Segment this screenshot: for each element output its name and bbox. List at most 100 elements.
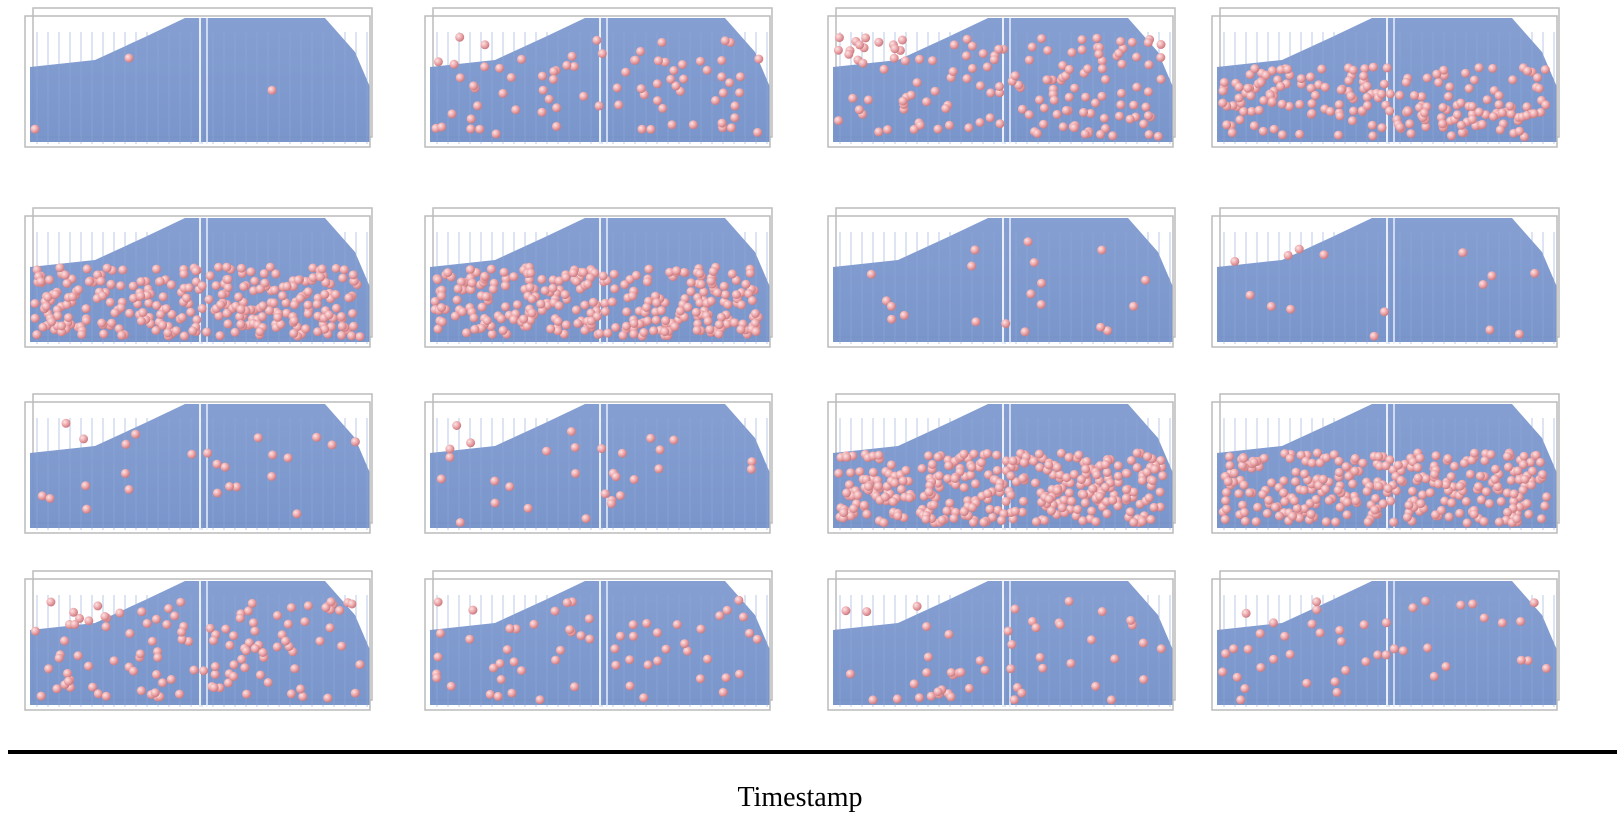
lidar-point [156,277,165,286]
lidar-point [1363,93,1372,102]
lidar-point [696,674,705,683]
lidar-point [121,469,130,478]
lidar-point [1101,75,1110,84]
lidar-point [1523,499,1532,508]
lidar-point [1246,291,1255,300]
lidar-point [1157,75,1166,84]
lidar-point [737,325,746,334]
lidar-point [513,300,522,309]
lidar-point [1507,109,1516,118]
lidar-point [1475,63,1484,72]
lidar-point [707,277,716,286]
lidar-point [1373,650,1382,659]
lidar-point [689,120,698,129]
lidar-point [125,485,134,494]
lidar-point [643,317,652,326]
lidar-point [653,79,662,88]
lidar-point [660,327,669,336]
lidar-point [1158,471,1167,480]
lidar-point [709,267,718,276]
lidar-point [1114,461,1123,470]
lidar-point [249,618,258,627]
lidar-point [231,328,240,337]
lidar-point [507,689,516,698]
lidar-point [121,440,130,449]
lidar-point [242,690,251,699]
lidar-point [652,298,661,307]
lidar-point [1283,65,1292,74]
lidar-point [1229,644,1238,653]
lidar-point [945,499,954,508]
lidar-point [1450,462,1459,471]
lidar-point [657,38,666,47]
lidar-point [517,55,526,64]
lidar-point [1139,639,1148,648]
lidar-point [719,688,728,697]
lidar-point [1408,603,1417,612]
lidar-point [717,72,726,81]
lidar-point [1523,67,1532,76]
lidar-point [589,298,598,307]
lidar-point [1067,497,1076,506]
lidar-point [1334,131,1343,140]
lidar-point [1157,40,1166,49]
lidar-point [473,101,482,110]
lidar-point [619,331,628,340]
lidar-point [854,491,863,500]
lidar-point [1053,110,1062,119]
lidar-point [612,472,621,481]
lidar-point [107,280,116,289]
lidar-point [1335,626,1344,635]
lidar-point [1374,452,1383,461]
lidar-point [1498,108,1507,117]
lidar-point [834,116,843,125]
lidar-point [70,620,79,629]
lidar-point [1389,518,1398,527]
lidar-point [959,450,968,459]
lidar-point [705,325,714,334]
lidar-point [1091,517,1100,526]
lidar-point [1295,100,1304,109]
lidar-point [931,87,940,96]
lidar-point [887,460,896,469]
lidar-point [1233,673,1242,682]
lidar-point [1256,629,1265,638]
lidar-point [1416,454,1425,463]
lidar-point [669,66,678,75]
lidar-point [1222,488,1231,497]
lidar-point [144,299,153,308]
lidar-point [1042,75,1051,84]
lidar-point [1300,486,1309,495]
lidar-point [452,421,461,430]
lidar-point [143,619,152,628]
lidar-point [629,632,638,641]
lidar-point [968,503,977,512]
lidar-point [1421,597,1430,606]
lidar-point [1025,56,1034,65]
lidar-point [198,281,207,290]
lidar-point [1297,74,1306,83]
lidar-point [656,445,665,454]
lidar-point [1103,509,1112,518]
lidar-point [1363,101,1372,110]
lidar-point [42,302,51,311]
lidar-point [944,461,953,470]
lidar-point [318,264,327,273]
lidar-point [1020,458,1029,467]
lidar-point [966,471,975,480]
lidar-point [1457,121,1466,130]
lidar-point [1312,605,1321,614]
lidar-point [601,489,610,498]
lidar-point [1081,130,1090,139]
lidar-point [1267,478,1276,487]
lidar-point [250,277,259,286]
lidar-point [240,663,249,672]
lidar-point [1145,130,1154,139]
lidar-point [529,620,538,629]
lidar-point [1269,618,1278,627]
lidar-point [230,660,239,669]
lidar-point [328,440,337,449]
lidar-point [93,601,102,610]
lidar-point [622,307,631,316]
lidar-point [864,482,873,491]
